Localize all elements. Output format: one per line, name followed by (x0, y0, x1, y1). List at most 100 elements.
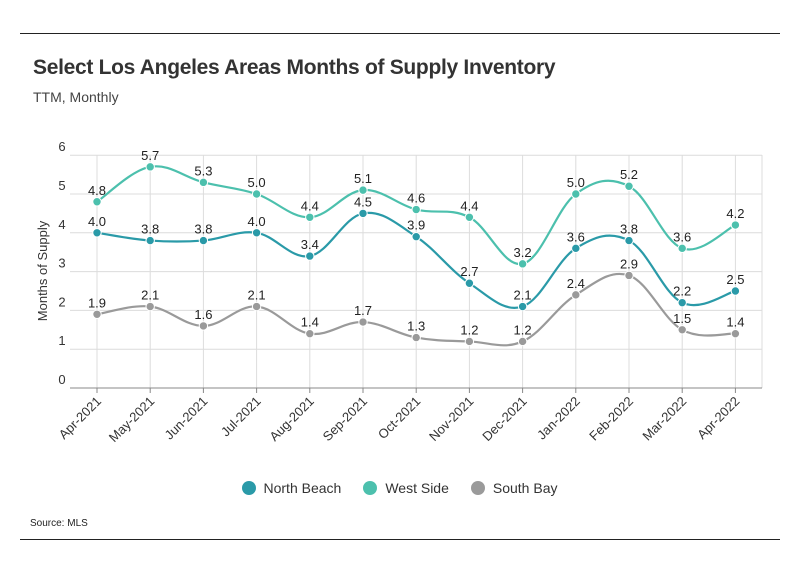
data-point (145, 162, 155, 172)
series-points (92, 162, 741, 347)
x-tick-label: May-2021 (106, 394, 157, 445)
data-label: 5.0 (567, 175, 585, 190)
data-label: 1.4 (301, 315, 319, 330)
data-label: 5.2 (620, 167, 638, 182)
y-tick-label: 3 (58, 256, 65, 271)
data-point (198, 235, 209, 246)
data-label: 2.9 (620, 256, 638, 271)
data-point (571, 243, 581, 254)
data-label: 3.6 (567, 229, 585, 244)
data-label: 1.6 (194, 307, 212, 322)
data-point (358, 208, 368, 219)
data-label: 3.2 (514, 245, 532, 260)
data-label: 3.9 (407, 218, 425, 233)
x-tick-label: Apr-2021 (56, 394, 104, 442)
data-point (677, 243, 687, 254)
x-tick-label: Jun-2021 (162, 394, 211, 443)
data-point (251, 301, 262, 312)
data-point (305, 251, 315, 261)
data-label: 2.1 (514, 288, 532, 303)
data-point (464, 336, 475, 347)
data-label: 1.7 (354, 303, 372, 318)
data-labels: 4.0 3.8 3.8 4.0 3.4 4.5 3.9 2.7 2.1 3.6 3.8 2.2 2.5 4… (88, 148, 744, 338)
data-label: 3.8 (141, 222, 159, 237)
top-rule (20, 33, 780, 34)
data-label: 1.2 (460, 322, 478, 337)
data-point (730, 328, 741, 339)
x-axis-ticks: Apr-2021 May-2021 Jun-2021 Jul-2021 Aug-2021… (56, 388, 743, 445)
data-point (411, 231, 421, 242)
data-label: 4.0 (248, 214, 266, 229)
data-point (464, 278, 475, 288)
x-tick-label: Oct-2021 (375, 394, 423, 442)
data-label: 2.7 (460, 264, 478, 279)
data-label: 4.0 (88, 214, 106, 229)
bottom-rule (20, 539, 780, 540)
legend-label: West Side (385, 480, 449, 496)
data-point (411, 332, 421, 343)
x-tick-label: Sep-2021 (320, 394, 370, 444)
data-label: 3.6 (673, 229, 691, 244)
data-point (571, 189, 581, 199)
data-label: 3.4 (301, 237, 319, 252)
data-label: 5.7 (141, 148, 159, 163)
data-point (624, 270, 634, 281)
data-label: 2.4 (567, 276, 585, 291)
data-point (730, 220, 741, 230)
data-point (358, 317, 368, 327)
data-point (517, 336, 528, 347)
x-tick-label: Aug-2021 (266, 394, 316, 444)
legend-marker (363, 481, 378, 495)
data-label: 4.8 (88, 183, 106, 198)
data-point (305, 212, 315, 222)
x-tick-label: Mar-2022 (639, 394, 689, 444)
data-label: 4.2 (726, 206, 744, 221)
data-label: 4.5 (354, 194, 372, 209)
x-tick-label: Nov-2021 (426, 394, 476, 444)
data-label: 1.9 (88, 295, 106, 310)
data-point (517, 259, 528, 269)
data-label: 1.3 (407, 319, 425, 334)
data-label: 5.1 (354, 171, 372, 186)
legend-marker (470, 481, 485, 495)
legend-item: West Side (363, 480, 449, 496)
chart-title: Select Los Angeles Areas Months of Suppl… (33, 56, 556, 79)
data-point (624, 181, 634, 191)
x-tick-label: Jan-2022 (534, 394, 583, 443)
legend-label: South Bay (492, 480, 558, 496)
data-point (92, 228, 102, 238)
y-tick-label: 5 (58, 178, 65, 193)
data-label: 1.2 (514, 322, 532, 337)
data-point (92, 197, 102, 207)
data-label: 4.4 (460, 198, 478, 213)
data-point (251, 228, 262, 238)
data-point (517, 301, 528, 312)
data-point (677, 325, 687, 335)
data-label: 2.1 (248, 288, 266, 303)
data-label: 5.0 (248, 175, 266, 190)
data-label: 2.2 (673, 284, 691, 299)
data-point (358, 185, 368, 195)
data-point (145, 235, 155, 246)
x-tick-label: Feb-2022 (586, 394, 636, 444)
data-point (198, 321, 209, 331)
x-tick-label: Jul-2021 (218, 394, 264, 440)
data-label: 2.5 (726, 272, 744, 287)
legend-item: North Beach (241, 480, 341, 496)
data-point (464, 212, 475, 222)
x-tick-label: Apr-2022 (694, 394, 742, 442)
data-point (624, 235, 634, 246)
y-tick-label: 2 (58, 294, 65, 309)
y-tick-label: 1 (58, 333, 65, 348)
y-axis-ticks: 0 1 2 3 4 5 6 (58, 139, 65, 387)
data-point (92, 309, 102, 319)
data-label: 1.4 (726, 315, 744, 330)
x-tick-label: Dec-2021 (479, 394, 529, 444)
data-point (145, 301, 155, 312)
data-label: 3.8 (194, 222, 212, 237)
data-point (251, 189, 262, 199)
data-point (571, 290, 581, 300)
data-label: 4.6 (407, 191, 425, 206)
source-note: Source: MLS (30, 518, 88, 529)
